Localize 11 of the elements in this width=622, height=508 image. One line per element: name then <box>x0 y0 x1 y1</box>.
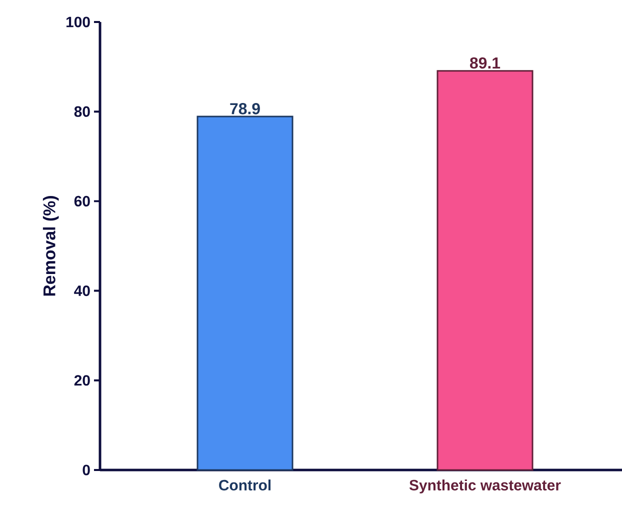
y-tick-label: 20 <box>74 375 90 386</box>
y-tick-label: 60 <box>74 196 90 206</box>
y-tick-label: 100 <box>66 16 90 28</box>
y-tick-label: 0 <box>82 464 90 476</box>
y-tick-label: 40 <box>74 285 90 296</box>
data-label: 78.9 <box>230 103 260 114</box>
x-tick-label: Control <box>219 480 271 490</box>
x-tick-label: Synthetic wastewater <box>409 480 561 494</box>
data-label: 89.1 <box>470 57 500 69</box>
y-tick-label: 80 <box>74 106 90 117</box>
y-axis-title: Removal (%) <box>42 196 59 296</box>
